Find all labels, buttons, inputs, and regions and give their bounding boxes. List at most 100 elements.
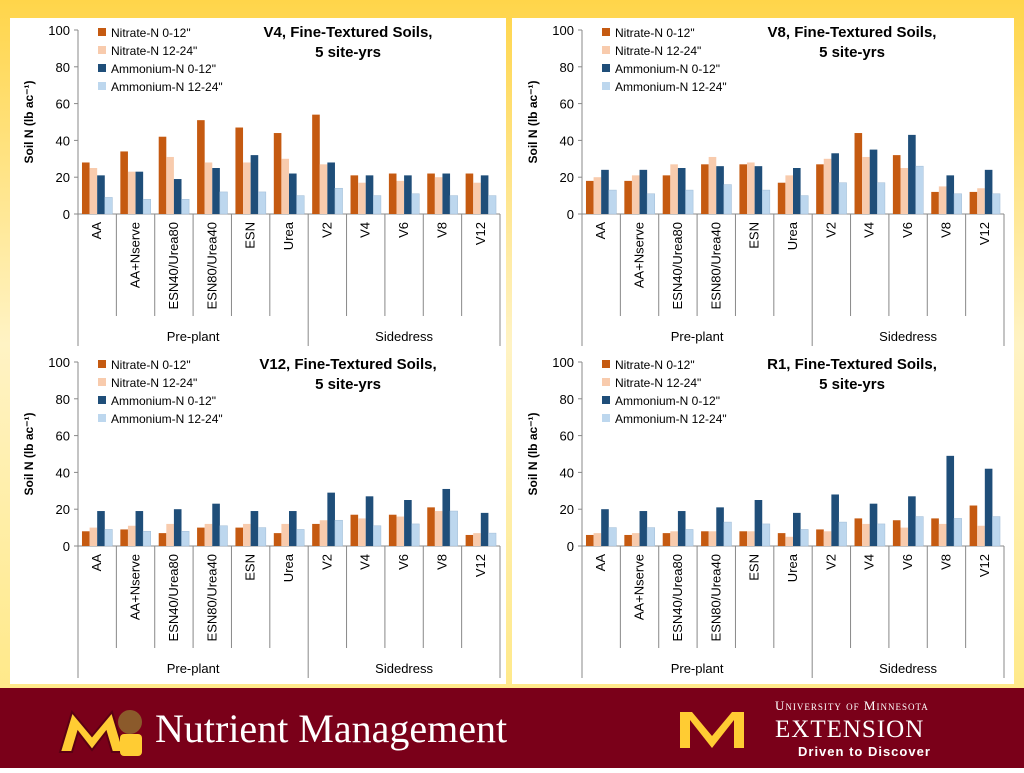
chart-title: 5 site-yrs bbox=[819, 376, 885, 393]
bar bbox=[754, 500, 763, 546]
bar bbox=[816, 529, 824, 546]
bar bbox=[365, 175, 374, 214]
legend-swatch bbox=[602, 64, 610, 72]
x-tick-label: ESN80/Urea40 bbox=[708, 554, 723, 641]
bar bbox=[777, 182, 786, 214]
bar bbox=[250, 511, 259, 546]
bar bbox=[593, 533, 602, 546]
bar bbox=[158, 533, 167, 546]
x-tick-label: V12 bbox=[473, 222, 488, 245]
chart-title: V8, Fine-Textured Soils, bbox=[768, 24, 937, 41]
bar bbox=[670, 164, 678, 214]
bar bbox=[838, 521, 847, 547]
bar bbox=[488, 195, 497, 215]
bar bbox=[601, 169, 609, 214]
bar bbox=[273, 133, 282, 214]
y-tick-label: 20 bbox=[56, 502, 70, 517]
legend-label: Ammonium-N 12-24" bbox=[615, 412, 727, 426]
y-tick-label: 20 bbox=[560, 170, 574, 185]
bar bbox=[235, 127, 244, 214]
bar bbox=[404, 500, 412, 546]
bar bbox=[411, 193, 420, 215]
bar bbox=[908, 496, 916, 546]
chart-title: V12, Fine-Textured Soils, bbox=[259, 356, 436, 373]
legend-swatch bbox=[98, 64, 106, 72]
bar bbox=[900, 527, 909, 546]
bar bbox=[946, 175, 955, 214]
bar bbox=[869, 149, 878, 214]
legend-label: Ammonium-N 12-24" bbox=[111, 80, 223, 94]
bar bbox=[601, 509, 609, 546]
bar bbox=[701, 531, 709, 546]
y-tick-label: 60 bbox=[56, 97, 70, 112]
bar bbox=[442, 173, 451, 214]
bar bbox=[434, 511, 443, 546]
x-tick-label: V6 bbox=[900, 222, 915, 238]
bar bbox=[427, 173, 435, 214]
footer-title: Nutrient Management bbox=[155, 706, 507, 751]
bar bbox=[716, 507, 724, 546]
bar bbox=[938, 186, 947, 214]
legend-label: Ammonium-N 12-24" bbox=[615, 80, 727, 94]
x-tick-label: ESN80/Urea40 bbox=[708, 222, 723, 309]
bar bbox=[404, 175, 412, 214]
x-tick-label: AA bbox=[89, 222, 104, 240]
bar bbox=[670, 531, 678, 546]
chart-title: V4, Fine-Textured Soils, bbox=[264, 24, 433, 41]
bar bbox=[319, 520, 328, 546]
bar bbox=[953, 193, 962, 215]
group-label: Pre-plant bbox=[167, 329, 220, 344]
bar bbox=[473, 533, 481, 546]
bar bbox=[593, 177, 602, 214]
bar bbox=[977, 188, 985, 214]
x-tick-label: AA bbox=[593, 554, 608, 572]
bar bbox=[235, 527, 244, 546]
chart-title: 5 site-yrs bbox=[315, 44, 381, 61]
bar bbox=[181, 531, 190, 547]
legend-label: Ammonium-N 0-12" bbox=[111, 62, 216, 76]
bar bbox=[127, 171, 136, 214]
bar bbox=[969, 191, 978, 214]
legend-swatch bbox=[602, 46, 610, 54]
legend-swatch bbox=[98, 396, 106, 404]
bar bbox=[677, 511, 686, 546]
x-tick-label: V6 bbox=[396, 222, 411, 238]
x-tick-label: AA+Nserve bbox=[128, 222, 143, 288]
group-label: Sidedress bbox=[375, 661, 433, 676]
y-tick-label: 20 bbox=[560, 502, 574, 517]
bar bbox=[204, 523, 213, 546]
x-tick-label: ESN bbox=[747, 222, 762, 249]
bar bbox=[166, 156, 174, 214]
bar bbox=[296, 195, 305, 215]
bar bbox=[977, 525, 985, 546]
y-tick-label: 40 bbox=[56, 465, 70, 480]
x-tick-label: V12 bbox=[977, 222, 992, 245]
legend-swatch bbox=[98, 46, 106, 54]
x-tick-label: V2 bbox=[823, 554, 838, 570]
bar bbox=[365, 496, 374, 546]
y-tick-label: 60 bbox=[560, 97, 574, 112]
x-tick-label: ESN80/Urea40 bbox=[204, 554, 219, 641]
bar bbox=[662, 175, 671, 214]
bar bbox=[761, 189, 771, 215]
legend-label: Ammonium-N 0-12" bbox=[111, 394, 216, 408]
group-label: Pre-plant bbox=[671, 329, 724, 344]
bar bbox=[81, 531, 90, 546]
chart-title: 5 site-yrs bbox=[315, 376, 381, 393]
x-tick-label: AA bbox=[89, 554, 104, 572]
bar bbox=[212, 168, 220, 214]
bar bbox=[411, 523, 420, 547]
bar bbox=[908, 134, 916, 214]
x-tick-label: V2 bbox=[823, 222, 838, 238]
legend-swatch bbox=[602, 28, 610, 36]
bar bbox=[250, 155, 259, 214]
bar bbox=[388, 514, 397, 546]
bar bbox=[608, 527, 617, 547]
legend-swatch bbox=[602, 414, 610, 422]
x-tick-label: ESN40/Urea80 bbox=[166, 554, 181, 641]
x-tick-label: V8 bbox=[938, 222, 953, 238]
bar bbox=[624, 180, 632, 214]
bar bbox=[946, 455, 955, 546]
